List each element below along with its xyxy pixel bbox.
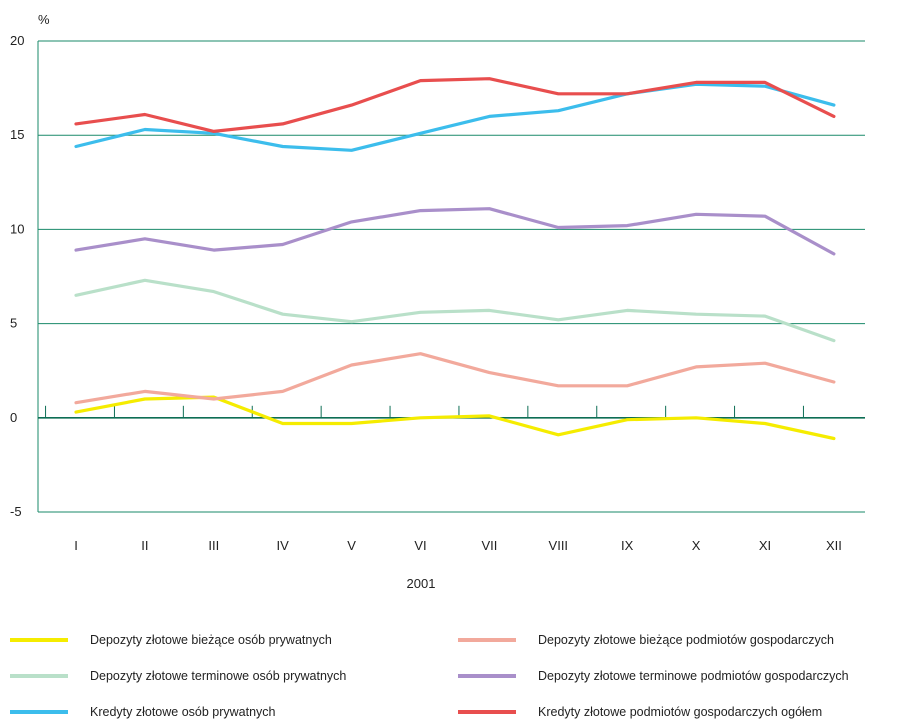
series-lines [74,77,836,441]
y-tick-label: -5 [10,504,22,519]
x-tick-label: III [208,538,219,553]
legend-swatch-depozyty-biezace-podmiotow [458,638,516,642]
legend-swatch-depozyty-terminowe-osob [10,674,68,678]
y-tick-label: 15 [10,127,24,142]
series-line-6 [74,77,836,133]
legend-swatch-kredyty-osob [10,710,68,714]
x-tick-label: VI [414,538,426,553]
x-tick-label: XI [759,538,771,553]
x-tick-label: VIII [549,538,569,553]
x-tick-label: IV [277,538,290,553]
x-tick-label: I [74,538,78,553]
legend-item: Kredyty złotowe osób prywatnych [10,702,276,722]
x-tick-label: IX [621,538,634,553]
legend-swatch-depozyty-terminowe-podmiotow [458,674,516,678]
legend-label: Depozyty złotowe bieżące osób prywatnych [90,633,332,647]
x-tick-label: XII [826,538,842,553]
x-tick-label: II [141,538,148,553]
y-tick-label: 0 [10,410,17,425]
x-tick-label: V [347,538,356,553]
legend-item: Depozyty złotowe bieżące podmiotów gospo… [458,630,834,650]
series-line-2 [74,352,836,405]
legend-item: Kredyty złotowe podmiotów gospodarczych … [458,702,822,722]
legend-label: Depozyty złotowe terminowe osób prywatny… [90,669,347,683]
gridlines [37,40,865,513]
y-tick-label: 5 [10,316,17,331]
legend-label: Kredyty złotowe osób prywatnych [90,705,276,719]
legend: Depozyty złotowe bieżące osób prywatnych… [0,625,920,725]
legend-item: Depozyty złotowe bieżące osób prywatnych [10,630,332,650]
x-tick-label: VII [481,538,497,553]
legend-label: Depozyty złotowe terminowe podmiotów gos… [538,669,849,683]
x-axis-label: 2001 [407,576,436,591]
legend-swatch-kredyty-podmiotow [458,710,516,714]
legend-label: Kredyty złotowe podmiotów gospodarczych … [538,705,823,719]
y-axis-ticks: -5 0 5 10 15 20 [10,33,24,519]
x-tick-label: X [692,538,701,553]
series-line-5 [74,82,836,152]
legend-swatch-depozyty-biezace-osob [10,638,68,642]
y-tick-label: 20 [10,33,24,48]
series-line-4 [74,207,836,256]
legend-item: Depozyty złotowe terminowe podmiotów gos… [458,666,849,686]
x-axis-ticks: I II III IV V VI VII VIII IX X XI XII [74,538,842,553]
legend-item: Depozyty złotowe terminowe osób prywatny… [10,666,346,686]
y-axis-unit: % [38,12,50,27]
legend-label: Depozyty złotowe bieżące podmiotów gospo… [538,633,834,647]
y-tick-label: 10 [10,221,24,236]
series-line-3 [74,278,836,343]
